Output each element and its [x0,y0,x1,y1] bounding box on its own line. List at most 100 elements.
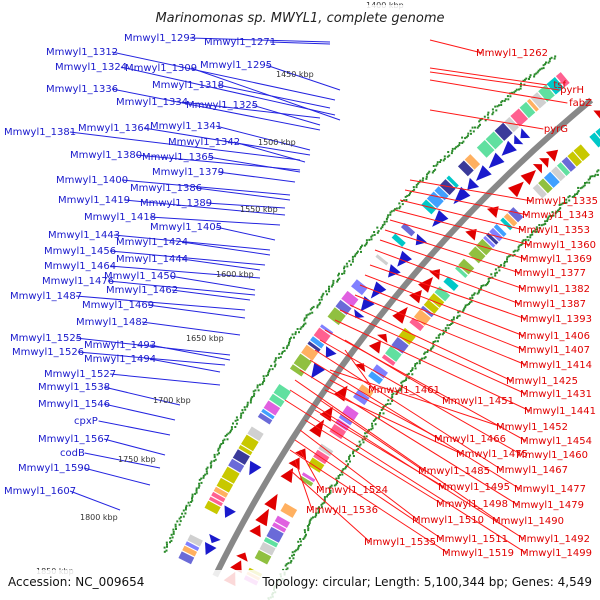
gc-skew-dot [202,476,205,479]
gc-skew-dot [352,452,354,455]
gc-skew-dot [423,357,426,360]
forward-connector [149,344,231,361]
reverse-gene-label: Mmwyl1_1407 [518,345,590,356]
gc-skew-dot [270,364,273,367]
gc-skew-dot [166,545,168,548]
gc-skew-dot [307,529,310,532]
gc-skew-dot [507,255,510,258]
gc-skew-dot [532,230,535,233]
cog-track-reverse [413,309,431,326]
gc-skew-dot [344,467,347,470]
gc-skew-dot [307,313,310,316]
cog-track-reverse [483,235,496,248]
gc-skew-dot [312,305,315,308]
gc-skew-dot [268,368,271,371]
gc-skew-dot [474,126,476,129]
gc-skew-dot [486,113,489,116]
gc-skew-dot [299,544,302,547]
forward-gene-label: Mmwyl1_1456 [44,246,116,257]
cog-track-forward [263,400,281,416]
cog-track-forward [434,186,449,201]
cog-track-forward [400,222,416,237]
forward-connector [123,199,286,216]
gc-skew-dot [329,491,332,494]
gc-skew-dot [403,379,406,382]
cog-track-forward [247,426,264,441]
reverse-connector [314,349,503,471]
gc-skew-dot [558,208,561,211]
gc-skew-dot [589,175,592,178]
gc-skew-dot [230,428,233,431]
cog-track-reverse [299,475,314,487]
gc-skew-dot [478,289,481,292]
forward-gene-label: Mmwyl1_1336 [46,84,118,95]
forward-connector [120,66,336,116]
gc-skew-dot [461,136,464,139]
gc-skew-dot [323,498,326,501]
gc-skew-dot [241,409,244,412]
reverse-gene-arrow [418,277,433,293]
gc-skew-dot [553,57,556,60]
reverse-gene-arrow [377,333,388,343]
gc-skew-dot [509,95,512,98]
forward-gene-label: codB [60,448,85,459]
forward-gene-label: Mmwyl1_1538 [38,382,110,393]
cog-track-reverse [381,354,396,366]
reverse-connector [399,199,525,231]
forward-gene-label: Mmwyl1_1342 [168,137,240,148]
forward-connector [149,358,221,373]
gc-skew-dot [331,284,334,286]
gc-skew-dot [330,484,333,487]
gc-skew-dot [234,419,237,422]
gc-skew-dot [303,317,306,320]
reverse-gene-arrow [392,306,408,324]
gc-skew-dot [380,227,383,230]
gc-skew-dot [588,181,591,184]
gc-skew-dot [456,316,459,319]
gc-skew-dot [535,228,538,231]
gc-skew-dot [342,468,345,471]
gc-skew-dot [503,262,506,265]
gc-skew-dot [281,352,283,355]
gc-skew-dot [299,327,302,330]
gc-skew-dot [303,319,306,322]
gc-skew-dot [209,466,212,469]
reverse-connector [299,429,419,521]
cog-track-forward [182,545,198,557]
reverse-gene-arrow [309,419,325,438]
gc-skew-dot [469,301,471,304]
gc-skew-dot [559,207,562,210]
reverse-connector [319,339,523,456]
gc-skew-dot [352,455,355,457]
gc-skew-dot [330,285,333,288]
forward-connector [75,337,231,356]
cog-track-reverse [329,423,347,440]
gc-skew-dot [346,265,349,268]
reverse-gene-label: tsf [553,80,566,91]
gc-skew-dot [328,290,331,293]
gc-skew-dot [182,509,185,512]
reverse-gene-label: Mmwyl1_1454 [520,436,592,447]
gc-skew-dot [240,412,243,415]
gc-skew-dot [503,99,506,102]
gc-skew-dot [307,527,310,530]
cog-track-forward [503,116,519,133]
gc-skew-dot [365,241,368,244]
reverse-gene-arrow [249,524,261,538]
gc-skew-dot [382,406,385,409]
gc-skew-dot [288,557,291,560]
forward-gene-arrow [514,134,524,145]
gc-skew-dot [385,218,388,220]
cog-track-forward [555,72,570,87]
cog-track-forward [494,122,513,141]
forward-gene-arrow [476,165,492,181]
gc-skew-dot [516,249,519,252]
gc-skew-dot [305,316,308,319]
gc-skew-dot [309,312,312,315]
reverse-gene-label: Mmwyl1_1451 [442,396,514,407]
gc-skew-dot [338,272,340,275]
gc-skew-dot [267,373,269,376]
gc-skew-dot [329,489,332,492]
gc-skew-dot [236,418,239,421]
gc-skew-dot [271,368,274,371]
